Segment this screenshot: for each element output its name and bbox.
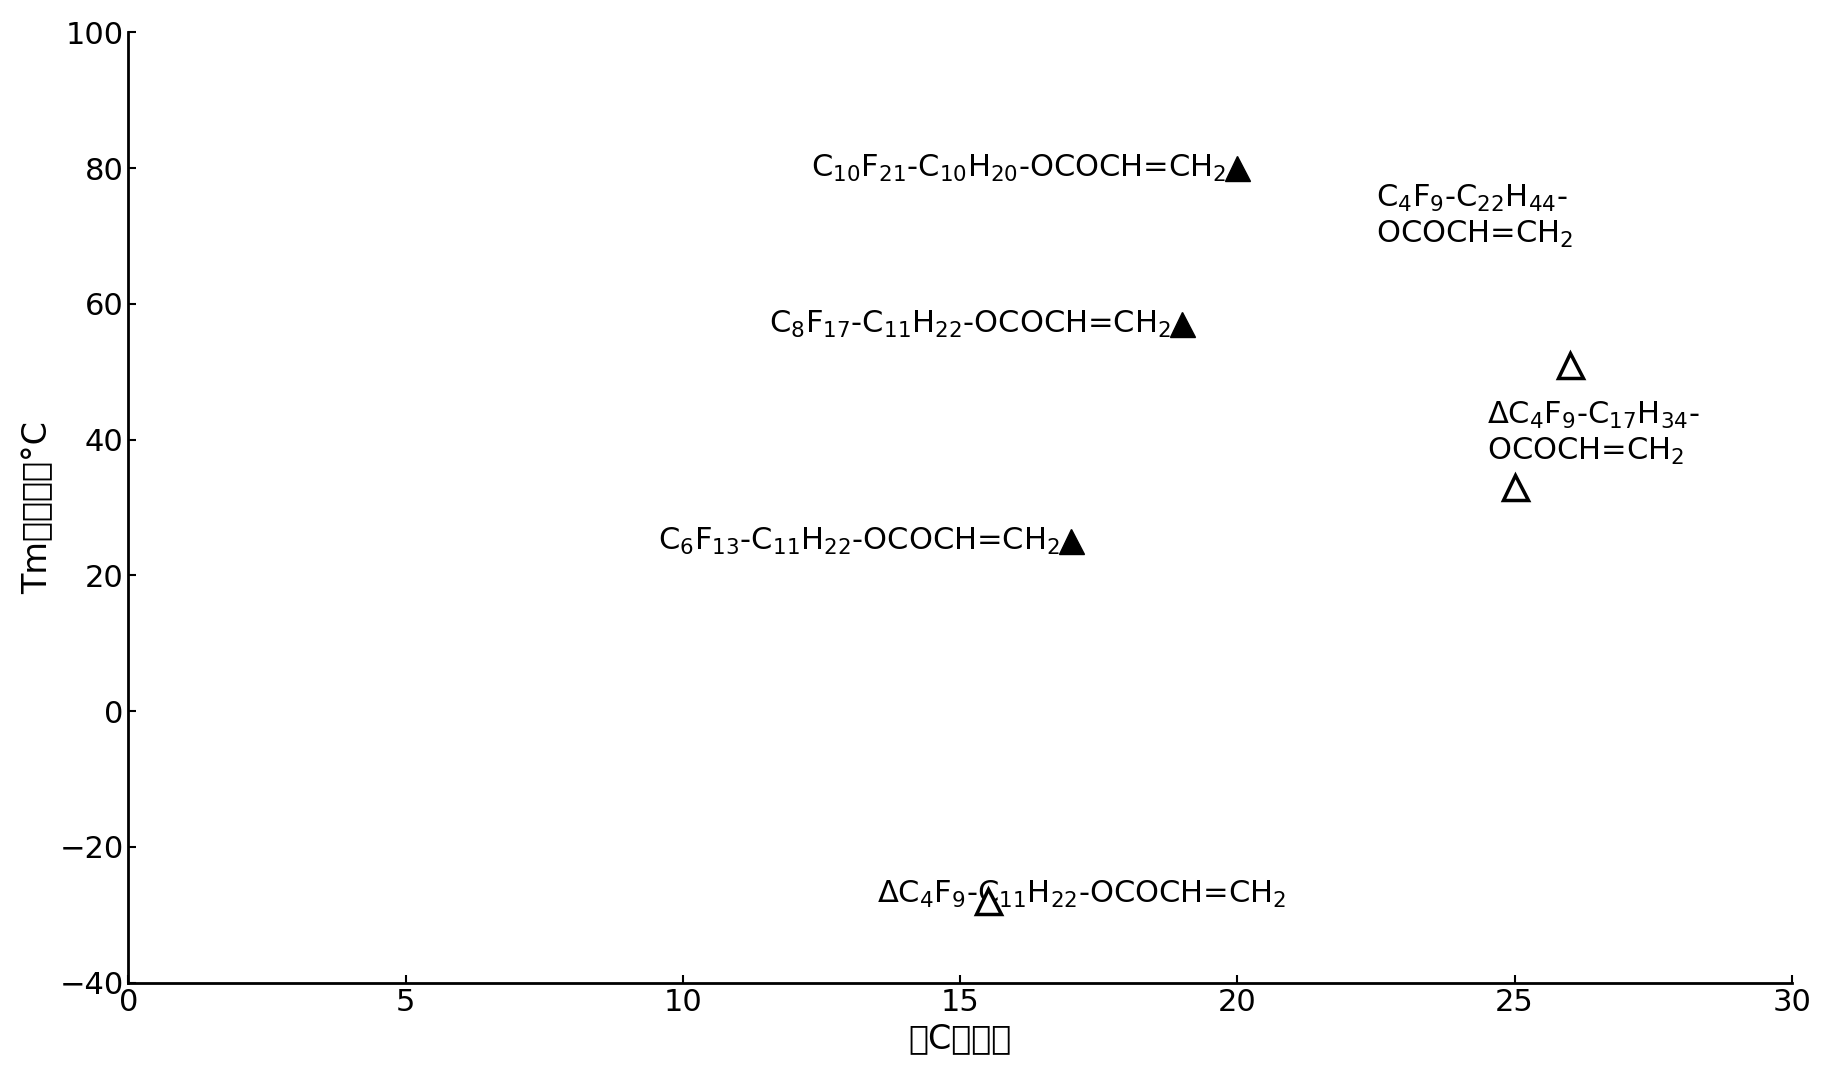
Text: $\Delta$C$_4$F$_9$-C$_{17}$H$_{34}$-
OCOCH=CH$_2$: $\Delta$C$_4$F$_9$-C$_{17}$H$_{34}$- OCO… [1488, 400, 1700, 467]
Text: C$_8$F$_{17}$-C$_{11}$H$_{22}$-OCOCH=CH$_2$: C$_8$F$_{17}$-C$_{11}$H$_{22}$-OCOCH=CH$… [769, 309, 1171, 340]
X-axis label: 总C原子数: 总C原子数 [909, 1022, 1011, 1056]
Text: C$_{10}$F$_{21}$-C$_{10}$H$_{20}$-OCOCH=CH$_2$: C$_{10}$F$_{21}$-C$_{10}$H$_{20}$-OCOCH=… [812, 153, 1226, 184]
Text: C$_6$F$_{13}$-C$_{11}$H$_{22}$-OCOCH=CH$_2$: C$_6$F$_{13}$-C$_{11}$H$_{22}$-OCOCH=CH$… [658, 526, 1061, 557]
Text: $\Delta$C$_4$F$_9$-C$_{11}$H$_{22}$-OCOCH=CH$_2$: $\Delta$C$_4$F$_9$-C$_{11}$H$_{22}$-OCOC… [878, 879, 1286, 910]
Text: C$_4$F$_9$-C$_{22}$H$_{44}$-
OCOCH=CH$_2$: C$_4$F$_9$-C$_{22}$H$_{44}$- OCOCH=CH$_2… [1376, 183, 1574, 250]
Y-axis label: Tm（起始）°C: Tm（起始）°C [20, 421, 53, 594]
